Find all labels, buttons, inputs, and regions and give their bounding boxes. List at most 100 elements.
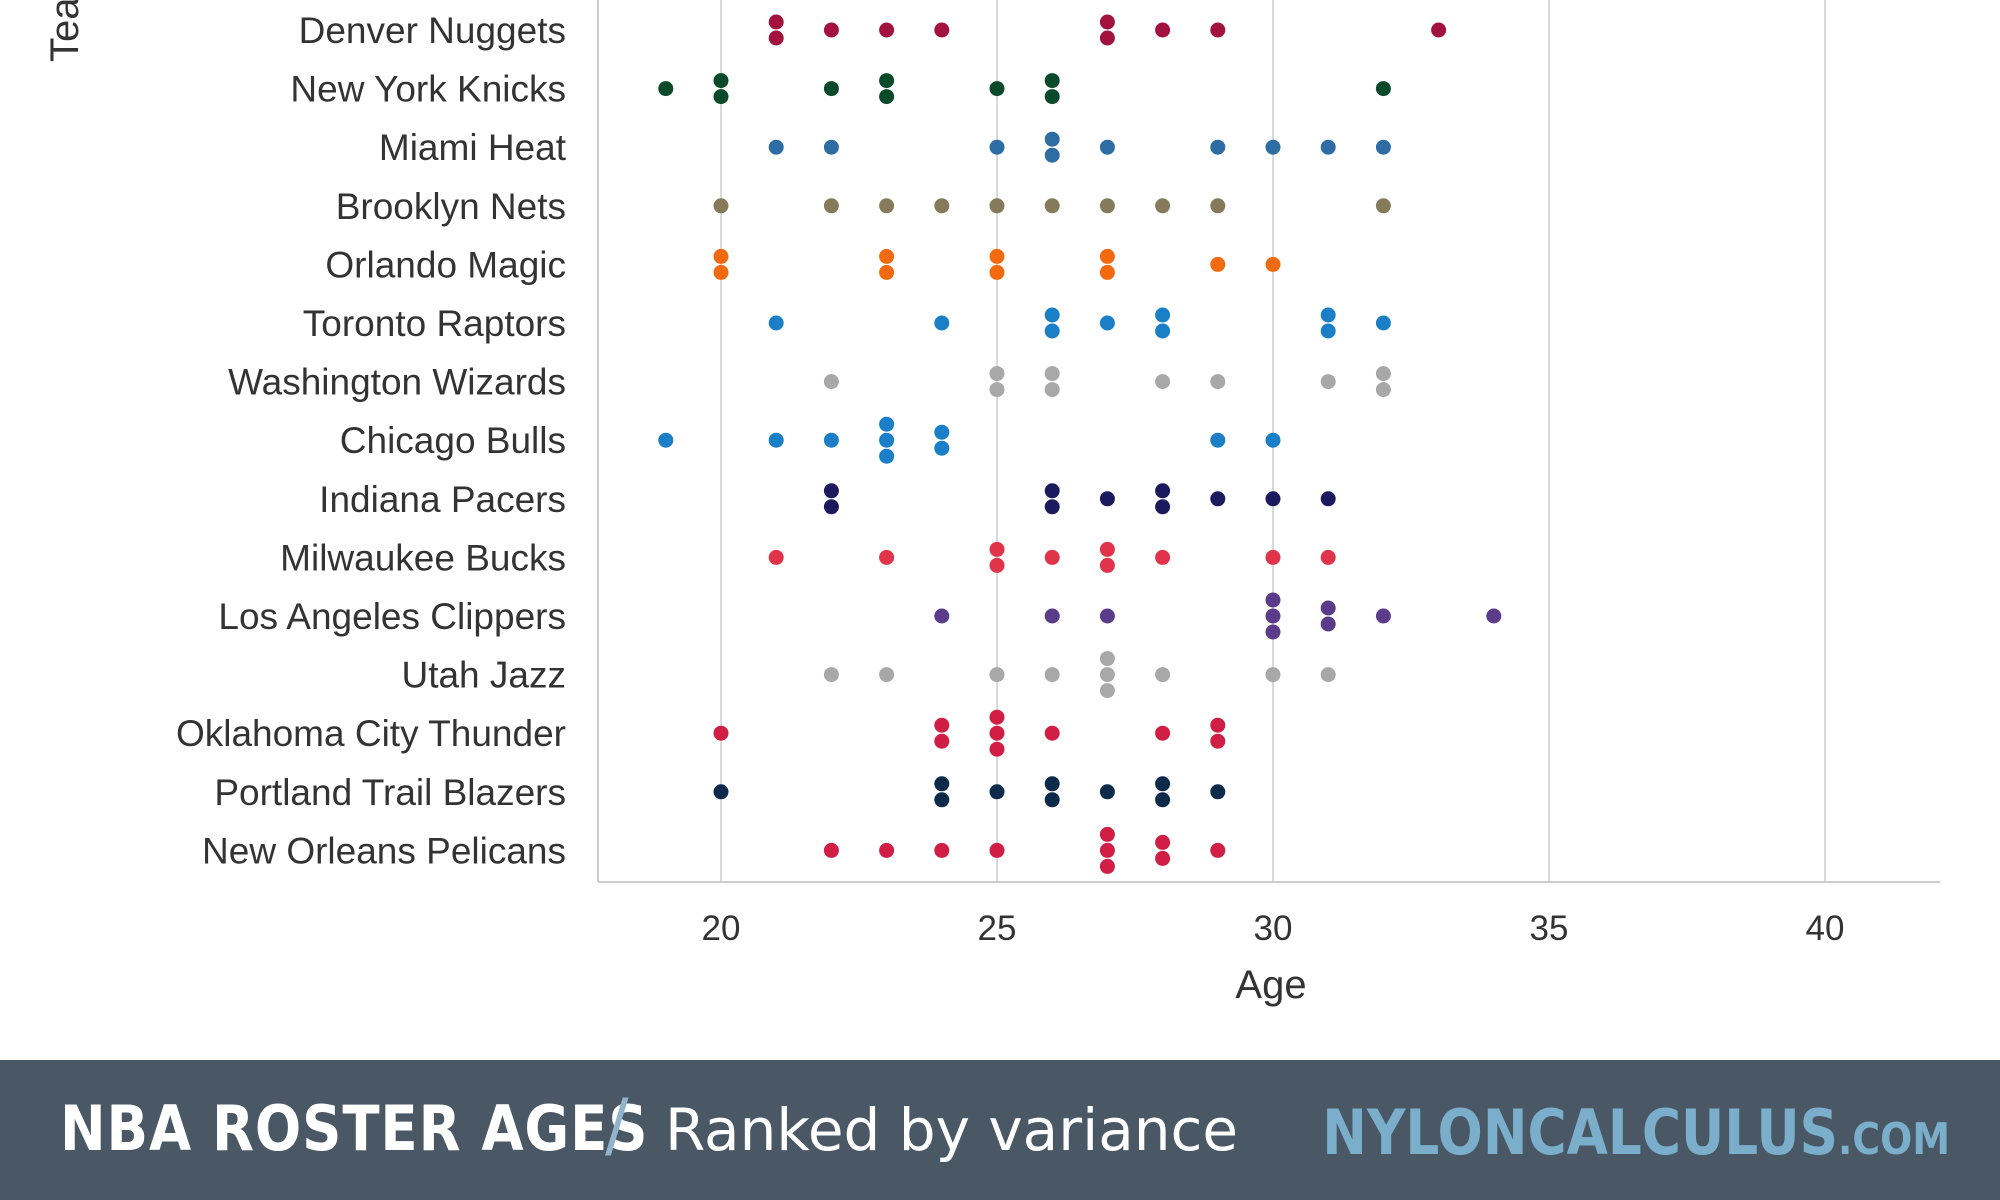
x-axis-title: Age — [1235, 963, 1306, 1007]
data-point — [823, 842, 839, 858]
data-point — [1155, 198, 1171, 214]
data-point — [1320, 139, 1336, 155]
data-point — [1155, 792, 1171, 808]
team-label: New York Knicks — [290, 69, 566, 110]
team-label: Utah Jazz — [401, 655, 566, 696]
data-point — [879, 198, 895, 214]
team-label: Orlando Magic — [325, 244, 566, 285]
data-point — [1044, 131, 1060, 147]
data-point — [1210, 198, 1226, 214]
data-point — [879, 842, 895, 858]
data-point — [1320, 600, 1336, 616]
data-point — [1375, 315, 1391, 331]
x-tick-label: 30 — [1254, 909, 1293, 948]
data-point — [1375, 198, 1391, 214]
data-point — [1044, 307, 1060, 323]
data-point — [1044, 792, 1060, 808]
data-point — [1099, 315, 1115, 331]
data-point — [1155, 483, 1171, 499]
data-point — [1431, 22, 1447, 38]
data-point — [713, 248, 729, 264]
data-point — [1155, 307, 1171, 323]
data-point — [1044, 776, 1060, 792]
data-point — [1044, 499, 1060, 515]
data-point — [989, 366, 1005, 382]
data-point — [1044, 147, 1060, 163]
data-point — [989, 139, 1005, 155]
data-point — [1155, 499, 1171, 515]
data-point — [934, 717, 950, 733]
data-point — [823, 139, 839, 155]
data-point — [768, 315, 784, 331]
data-point — [1210, 374, 1226, 390]
data-point — [713, 89, 729, 105]
data-point — [823, 81, 839, 97]
data-point — [989, 382, 1005, 398]
data-point — [1099, 667, 1115, 683]
data-point — [1099, 842, 1115, 858]
data-point — [1044, 608, 1060, 624]
data-point — [768, 432, 784, 448]
data-point — [1320, 323, 1336, 339]
data-point — [1099, 683, 1115, 699]
data-point — [1155, 374, 1171, 390]
data-point — [823, 483, 839, 499]
data-point — [1044, 89, 1060, 105]
data-point — [1099, 139, 1115, 155]
data-point — [823, 22, 839, 38]
data-point — [934, 733, 950, 749]
data-point — [1044, 73, 1060, 89]
data-point — [823, 667, 839, 683]
data-point — [1099, 608, 1115, 624]
data-point — [1155, 725, 1171, 741]
title-separator: / — [605, 1084, 629, 1166]
data-point — [1210, 784, 1226, 800]
data-point — [879, 248, 895, 264]
data-point — [1210, 139, 1226, 155]
data-point — [1099, 557, 1115, 573]
data-point — [989, 81, 1005, 97]
x-tick-labels: 20 25 30 35 40 — [702, 909, 1845, 948]
data-point — [989, 248, 1005, 264]
team-label: Toronto Raptors — [303, 303, 566, 344]
data-point — [989, 741, 1005, 757]
data-point — [934, 424, 950, 440]
data-point — [1265, 592, 1281, 608]
data-point — [1044, 382, 1060, 398]
data-point — [879, 22, 895, 38]
data-point — [1099, 858, 1115, 874]
data-point — [1265, 256, 1281, 272]
data-point — [1155, 323, 1171, 339]
data-point — [1210, 842, 1226, 858]
footer-banner: NBA ROSTER AGES / Ranked by variance NYL… — [0, 1060, 2000, 1200]
data-point — [1099, 248, 1115, 264]
data-point — [1099, 491, 1115, 507]
brand-link[interactable]: NYLONCALCULUS.COM — [1322, 1096, 1950, 1169]
data-point — [934, 792, 950, 808]
data-point — [934, 608, 950, 624]
team-label: Denver Nuggets — [299, 10, 566, 51]
data-point — [1265, 549, 1281, 565]
team-label: Brooklyn Nets — [336, 186, 566, 227]
data-point — [1375, 366, 1391, 382]
data-point — [1320, 667, 1336, 683]
data-point — [1155, 776, 1171, 792]
x-tick-label: 40 — [1806, 909, 1845, 948]
data-point — [1099, 541, 1115, 557]
data-point — [823, 374, 839, 390]
team-label: Portland Trail Blazers — [214, 772, 566, 813]
team-label: Milwaukee Bucks — [280, 537, 566, 578]
data-point — [1265, 432, 1281, 448]
data-point — [1210, 256, 1226, 272]
data-point — [934, 22, 950, 38]
data-point — [1320, 491, 1336, 507]
data-point — [1099, 826, 1115, 842]
data-point — [768, 30, 784, 46]
data-point — [1210, 491, 1226, 507]
team-label: Miami Heat — [379, 127, 567, 168]
data-point — [823, 198, 839, 214]
team-label: New Orleans Pelicans — [202, 830, 566, 871]
data-point — [879, 549, 895, 565]
data-point — [1210, 432, 1226, 448]
data-point — [1155, 834, 1171, 850]
